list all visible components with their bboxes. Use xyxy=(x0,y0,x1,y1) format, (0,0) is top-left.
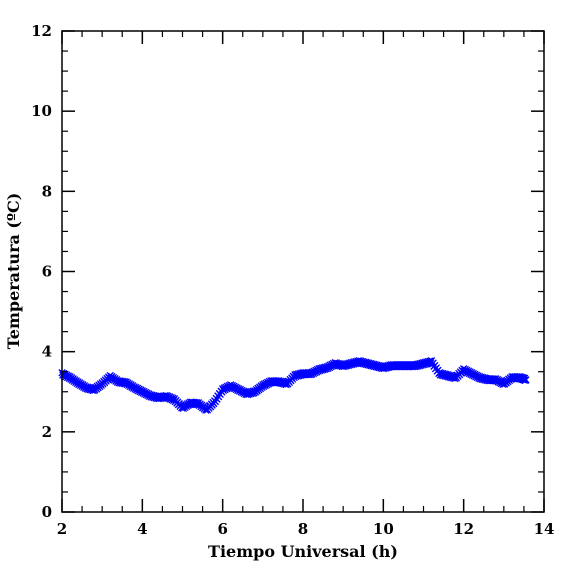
data-point xyxy=(282,380,290,389)
data-point xyxy=(451,374,459,383)
data-point xyxy=(522,376,530,384)
y-tick-label: 8 xyxy=(42,182,52,200)
data-point xyxy=(169,394,177,402)
y-tick-label: 2 xyxy=(42,423,52,441)
x-tick-label: 2 xyxy=(57,520,67,538)
axis-ticks xyxy=(61,30,545,513)
x-axis-label: Tiempo Universal (h) xyxy=(208,542,398,561)
y-tick-label: 10 xyxy=(31,102,52,120)
x-tick-label: 6 xyxy=(217,520,227,538)
y-tick-label: 12 xyxy=(31,22,52,40)
x-tick-label: 8 xyxy=(298,520,308,538)
x-tick-label: 12 xyxy=(453,520,474,538)
x-tick-label: 10 xyxy=(373,520,394,538)
y-axis-label: Temperatura (ºC) xyxy=(4,193,23,350)
y-tick-label: 0 xyxy=(42,503,52,521)
x-tick-label: 14 xyxy=(534,520,555,538)
y-tick-label: 4 xyxy=(42,343,52,361)
data-points xyxy=(58,357,530,414)
x-tick-label: 4 xyxy=(137,520,147,538)
y-tick-label: 6 xyxy=(42,263,52,281)
